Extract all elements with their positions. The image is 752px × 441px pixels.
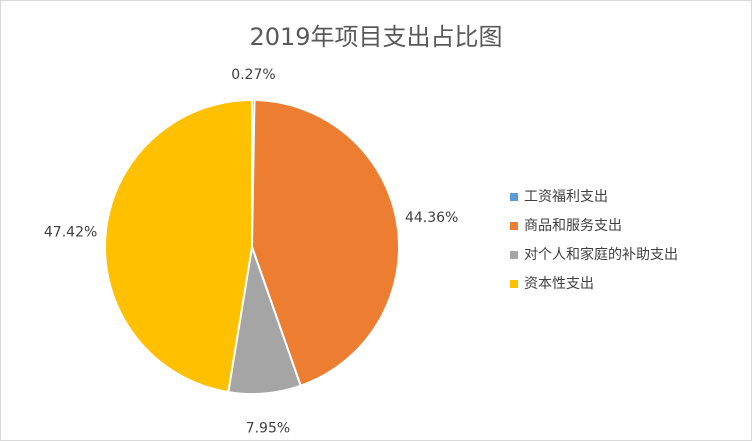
pie-slice <box>104 98 253 394</box>
legend-label: 工资福利支出 <box>524 189 608 205</box>
legend-marker <box>510 222 518 230</box>
legend-marker <box>510 251 518 259</box>
legend-label: 对个人和家庭的补助支出 <box>524 246 678 263</box>
data-label: 47.42% <box>44 224 97 240</box>
legend-label: 资本性支出 <box>524 276 594 292</box>
data-label: 0.27% <box>231 67 275 83</box>
legend-marker <box>510 193 518 201</box>
data-label: 44.36% <box>405 210 458 226</box>
data-label: 7.95% <box>246 420 290 436</box>
chart-title: 2019年项目支出占比图 <box>249 23 502 51</box>
pie-slice <box>250 99 400 387</box>
legend-label: 商品和服务支出 <box>524 218 622 234</box>
legend-marker <box>510 280 518 288</box>
